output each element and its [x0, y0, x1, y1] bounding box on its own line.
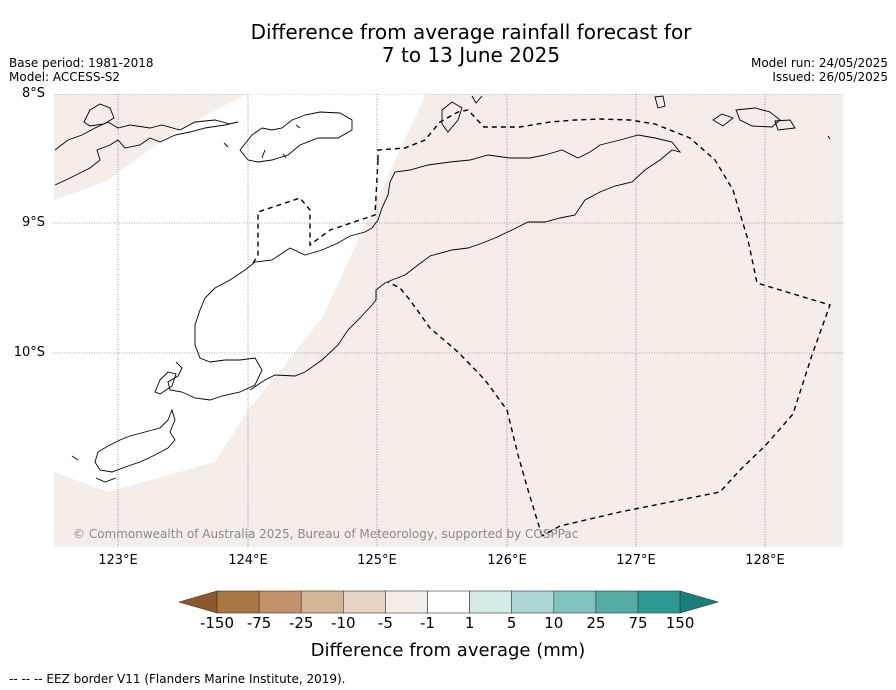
copyright-notice: © Commonwealth of Australia 2025, Bureau…: [73, 527, 579, 541]
colorbar-bin: [595, 590, 639, 614]
colorbar-bin: [511, 590, 555, 614]
colorbar-tick-label: 10: [544, 614, 564, 632]
colorbar-tick-label: -150: [199, 614, 235, 632]
lon-label-125e: 125°E: [357, 553, 397, 568]
colorbar-tick-label: 1: [464, 614, 475, 632]
model-run: Model run: 24/05/2025: [750, 56, 888, 70]
eez-border: [251, 109, 831, 537]
lat-label-9s: 9°S: [21, 215, 45, 230]
lat-label-10s: 10°S: [13, 345, 45, 360]
colorbar: [177, 590, 720, 614]
base-period: Base period: 1981-2018: [9, 56, 154, 70]
lon-label-123e: 123°E: [98, 553, 138, 568]
map-title-line1: Difference from average rainfall forecas…: [250, 20, 692, 44]
model-name: Model: ACCESS-S2: [9, 70, 121, 84]
colorbar-bin: [385, 590, 428, 614]
colorbar-tick-label: -10: [331, 614, 356, 632]
lon-label-126e: 126°E: [487, 553, 527, 568]
lat-label-8s: 8°S: [21, 86, 45, 101]
colorbar-bin: [469, 590, 513, 614]
colorbar-bin: [637, 590, 681, 614]
coastlines: [54, 95, 831, 483]
colorbar-bin: [553, 590, 597, 614]
colorbar-tick-label: -25: [288, 614, 314, 632]
colorbar-bin: [258, 590, 302, 614]
colorbar-tick-label: -1: [420, 614, 435, 632]
colorbar-tick-label: 25: [586, 614, 606, 632]
colorbar-bin: [216, 590, 260, 614]
graticule: [54, 94, 843, 547]
map-title-line2: 7 to 13 June 2025: [381, 43, 561, 67]
colorbar-extend-low: [177, 590, 218, 614]
lon-label-124e: 124°E: [228, 553, 268, 568]
near-average-region: [54, 94, 426, 492]
colorbar-bin: [342, 590, 386, 614]
colorbar-tick-label: 75: [628, 614, 648, 632]
colorbar-tick-label: 5: [506, 614, 517, 632]
colorbar-tick-label: -75: [246, 614, 272, 632]
map-body: [54, 94, 843, 547]
colorbar-tick-label: 150: [665, 614, 695, 632]
colorbar-bin: [300, 590, 344, 614]
colorbar-bin: [427, 590, 470, 614]
lon-label-127e: 127°E: [616, 553, 656, 568]
lon-label-128e: 128°E: [745, 553, 785, 568]
colorbar-tick-label: -5: [377, 614, 393, 632]
colorbar-extend-high: [679, 590, 720, 614]
eez-legend-note: -- -- -- EEZ border V11 (Flanders Marine…: [9, 672, 346, 686]
issued-date: Issued: 26/05/2025: [772, 70, 888, 84]
colorbar-label: Difference from average (mm): [310, 640, 586, 661]
